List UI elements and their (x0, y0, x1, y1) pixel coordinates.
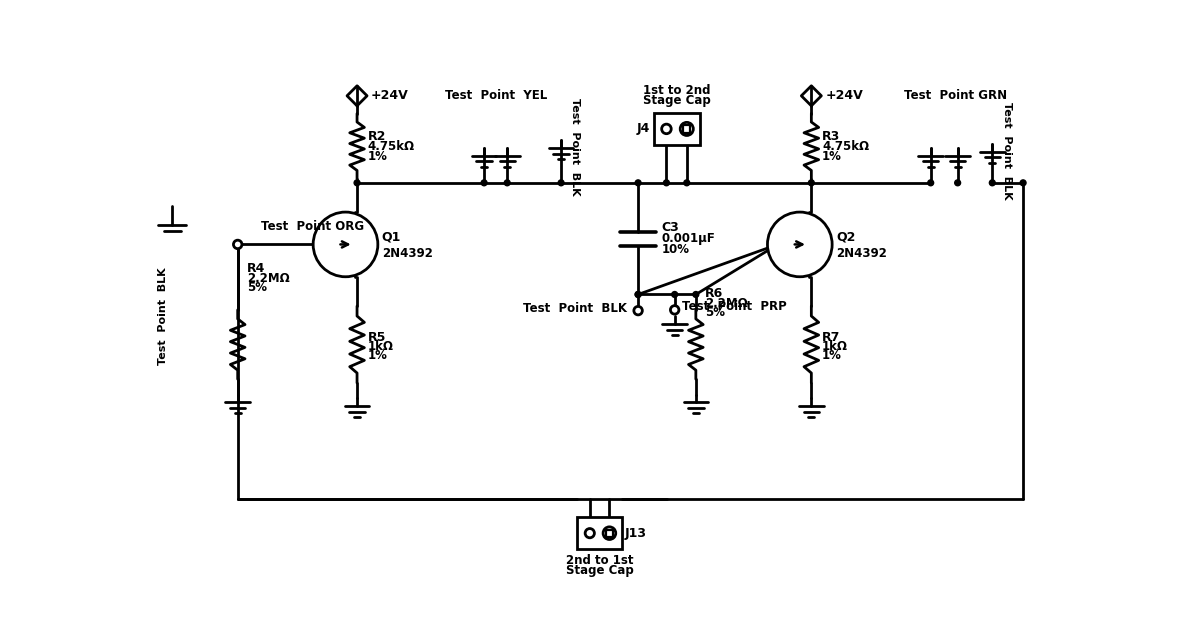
Circle shape (684, 180, 690, 186)
Circle shape (692, 292, 698, 297)
Text: Q1: Q1 (382, 230, 401, 243)
Circle shape (664, 180, 670, 186)
Bar (577, 517, 622, 549)
Text: J4: J4 (637, 122, 650, 135)
Text: Test  Point  BLK: Test Point BLK (522, 302, 626, 315)
Circle shape (928, 180, 934, 186)
Circle shape (234, 240, 242, 249)
Text: 2N4392: 2N4392 (836, 247, 887, 260)
Circle shape (672, 292, 678, 297)
Circle shape (481, 180, 487, 186)
Bar (654, 113, 700, 145)
Circle shape (313, 212, 378, 277)
Text: R5: R5 (368, 330, 386, 344)
Text: 4.75kΩ: 4.75kΩ (822, 140, 869, 154)
Circle shape (661, 124, 671, 134)
Circle shape (635, 292, 641, 297)
Text: Test  Point  BLK: Test Point BLK (158, 267, 168, 365)
Bar (606, 530, 613, 537)
Circle shape (604, 527, 616, 540)
Text: 1%: 1% (368, 349, 388, 362)
Circle shape (354, 180, 360, 186)
Text: 1%: 1% (822, 349, 842, 362)
Text: +24V: +24V (826, 89, 863, 102)
Text: R4: R4 (247, 262, 265, 275)
Circle shape (768, 212, 832, 277)
Text: 2nd to 1st: 2nd to 1st (566, 554, 634, 567)
Text: Test  Point ORG: Test Point ORG (260, 220, 364, 233)
Text: 0.001μF: 0.001μF (661, 232, 715, 245)
Text: 5%: 5% (247, 281, 266, 294)
Circle shape (635, 292, 641, 297)
Circle shape (634, 306, 642, 315)
Text: Stage Cap: Stage Cap (565, 564, 634, 577)
Text: 2.2MΩ: 2.2MΩ (247, 272, 289, 285)
Text: 5%: 5% (706, 306, 725, 320)
Text: Test  Point  BLK: Test Point BLK (570, 98, 581, 196)
Text: 1st to 2nd: 1st to 2nd (643, 84, 710, 98)
Circle shape (809, 180, 815, 186)
Text: R3: R3 (822, 130, 840, 143)
Circle shape (635, 180, 641, 186)
Text: 1%: 1% (822, 151, 842, 163)
Text: 10%: 10% (661, 242, 689, 255)
Text: Test  Point  YEL: Test Point YEL (444, 89, 547, 102)
Circle shape (558, 180, 564, 186)
Text: 2.2MΩ: 2.2MΩ (706, 297, 748, 310)
Bar (683, 125, 690, 133)
Circle shape (989, 180, 995, 186)
Circle shape (1020, 180, 1026, 186)
Text: J13: J13 (625, 527, 647, 540)
Circle shape (235, 242, 241, 248)
Text: Test  Point  PRP: Test Point PRP (683, 299, 787, 313)
Text: 1kΩ: 1kΩ (822, 340, 848, 353)
Text: R2: R2 (368, 130, 386, 143)
Circle shape (680, 122, 694, 135)
Circle shape (955, 180, 960, 186)
Text: 2N4392: 2N4392 (382, 247, 432, 260)
Text: 4.75kΩ: 4.75kΩ (368, 140, 415, 154)
Text: Test  Point GRN: Test Point GRN (904, 89, 1007, 102)
Text: 1%: 1% (368, 151, 388, 163)
Circle shape (504, 180, 510, 186)
Text: Test  Point  BLK: Test Point BLK (1002, 102, 1012, 200)
Circle shape (586, 528, 594, 538)
Circle shape (671, 306, 679, 314)
Text: Stage Cap: Stage Cap (643, 94, 710, 107)
Text: R7: R7 (822, 330, 840, 344)
Text: 1kΩ: 1kΩ (368, 340, 394, 353)
Text: +24V: +24V (371, 89, 409, 102)
Text: Q2: Q2 (836, 230, 856, 243)
Text: C3: C3 (661, 221, 679, 234)
Text: R6: R6 (706, 287, 724, 300)
